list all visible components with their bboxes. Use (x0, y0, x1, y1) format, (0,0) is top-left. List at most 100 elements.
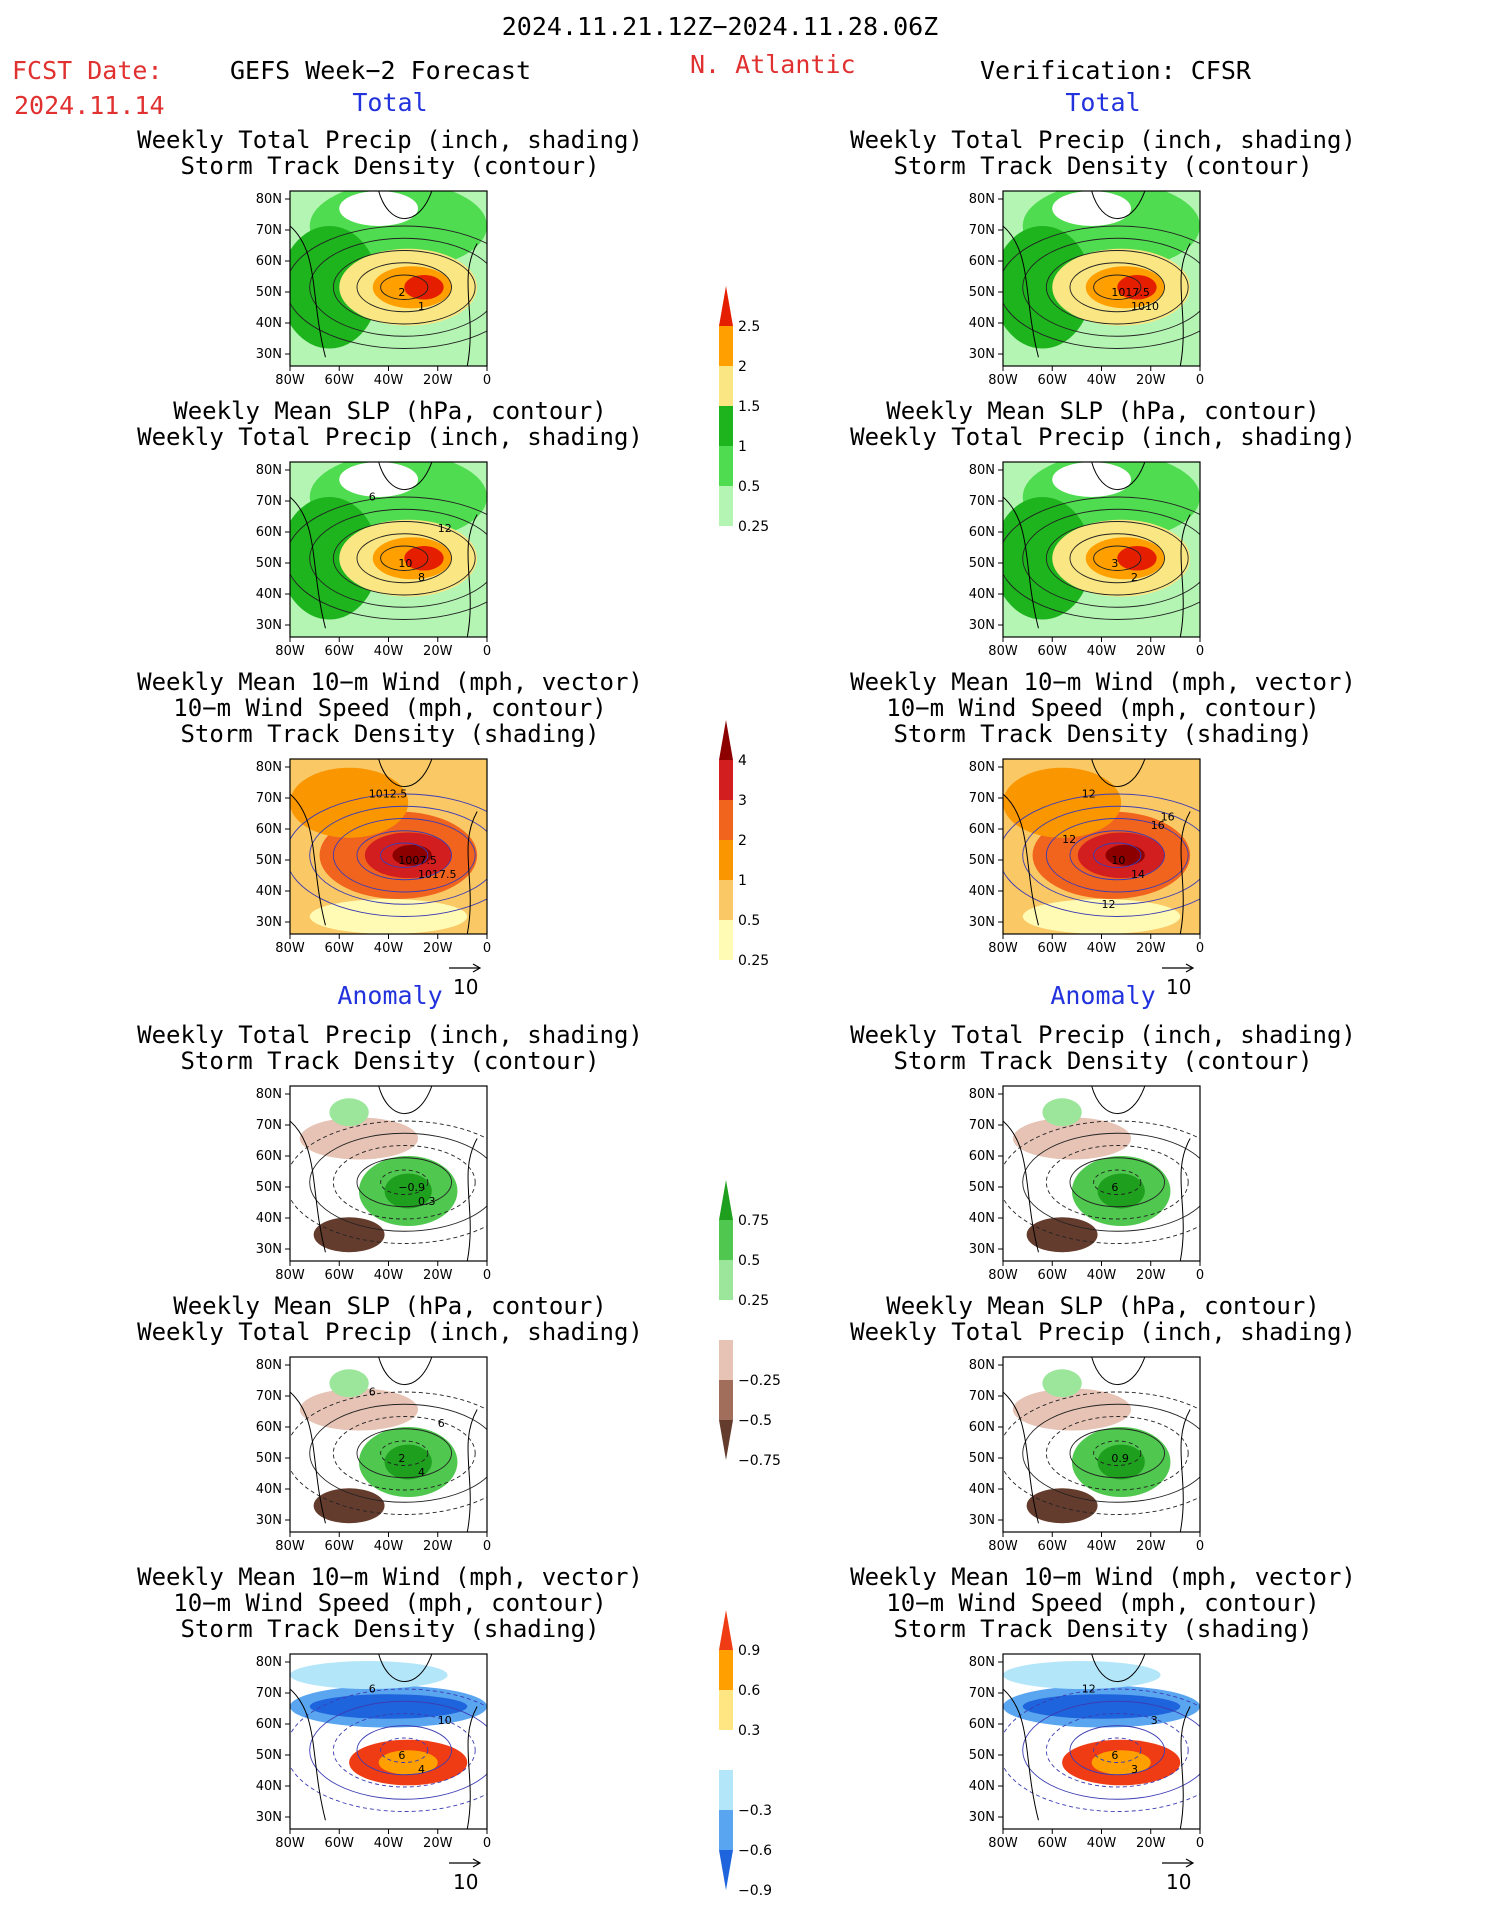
reference-vector-label: 10 (1166, 975, 1192, 999)
contour-line (1022, 237, 1200, 337)
colorbar-label: 0.25 (738, 953, 769, 969)
lat-label: 70N (969, 791, 995, 806)
colorbar-label: 0.6 (738, 1683, 760, 1699)
lat-label: 30N (969, 1513, 995, 1528)
colorbar-anomaly-storm-density: −0.9 −0.6 −0.3 0.3 0.6 0.9 (718, 1590, 798, 1914)
lon-label: 0 (1196, 1539, 1204, 1554)
title-line: Weekly Mean SLP (hPa, contour) (173, 1292, 607, 1320)
lat-label: 50N (969, 853, 995, 868)
shaded-region (290, 497, 379, 620)
contour-line (332, 1713, 476, 1788)
lon-label: 20W (423, 941, 453, 956)
lat-label: 60N (969, 525, 995, 540)
lat-label: 80N (969, 463, 995, 478)
panel-title-11: Weekly Mean 10−m Wind (mph, vector) 10−m… (90, 1564, 690, 1642)
colorbar-segment (719, 800, 733, 840)
lat-label: 50N (256, 1180, 282, 1195)
lon-label: 40W (1087, 1836, 1117, 1851)
map-panel-verif-total-precip-storm: 1017.5 1010 80N 70N 60N 50N 40N 30N 80W 60W 40W 20W… (955, 190, 1208, 392)
title-line: Weekly Total Precip (inch, shading) (137, 423, 643, 451)
contour-label: 10 (398, 557, 412, 570)
contour-line (309, 1700, 487, 1800)
lat-label: 70N (256, 1118, 282, 1133)
colorbar-segment (719, 840, 733, 880)
contour-line (380, 1169, 429, 1195)
colorbar-label: 0.5 (738, 913, 760, 929)
title-line: Storm Track Density (contour) (180, 152, 600, 180)
shaded-region (1052, 191, 1132, 226)
total-label-right: Total (1065, 88, 1141, 117)
map-panel-forecast-anom-wind-storm: 6 4 6 10 80N 70N 60N 50N 40N 30N 80W 60W 40W 20W 0 (242, 1653, 495, 1855)
map-panel-forecast-total-slp-precip: 10 8 6 12 80N 70N 60N 50N 40N 30N 80W 60W 40W 20W 0 (242, 461, 495, 663)
lat-label: 30N (256, 347, 282, 362)
colorbar-segment (719, 1770, 733, 1810)
title-line: Weekly Total Precip (inch, shading) (137, 126, 643, 154)
contour-line (1022, 1132, 1200, 1232)
lat-label: 30N (969, 915, 995, 930)
lon-label: 60W (1038, 1836, 1068, 1851)
coastline (290, 1357, 478, 1532)
lat-label: 40N (969, 587, 995, 602)
lat-label: 50N (256, 853, 282, 868)
map-svg: 6 80N 70N 60N 50N 40N 30N 80W 60W 40W 20W 0 (969, 1085, 1204, 1283)
lat-label: 40N (256, 884, 282, 899)
contour-line (380, 1737, 429, 1763)
contour-line (1069, 830, 1165, 881)
contour-line (1093, 1440, 1142, 1466)
contour-label: 1 (418, 300, 425, 313)
lon-label: 0 (483, 644, 491, 659)
contour-label: 6 (1111, 1181, 1118, 1194)
contour-line (356, 262, 452, 313)
colorbar-label: 0.3 (738, 1723, 760, 1739)
lat-label: 70N (969, 494, 995, 509)
contour-line (1022, 1700, 1200, 1800)
contour-line (1045, 1416, 1189, 1491)
lat-label: 60N (969, 1420, 995, 1435)
lon-label: 60W (325, 1836, 355, 1851)
contour-label: 0.3 (418, 1195, 436, 1208)
lat-label: 50N (969, 1180, 995, 1195)
reference-vector-arrow (1162, 1858, 1195, 1868)
contour-line (309, 805, 487, 905)
contour-label: 2 (398, 286, 405, 299)
contour-label: 6 (369, 1683, 376, 1696)
colorbar-segment (719, 486, 733, 526)
lon-label: 0 (483, 1836, 491, 1851)
contour-label: 16 (1151, 819, 1165, 832)
colorbar-label: 1.5 (738, 399, 760, 415)
colorbar-label: 0.25 (738, 519, 769, 535)
contour-line (1045, 250, 1189, 325)
contour-label: 0.9 (1111, 1452, 1129, 1465)
lon-label: 0 (483, 373, 491, 388)
contour-label: 12 (1102, 898, 1116, 911)
shaded-region (1117, 275, 1157, 300)
contour-line (356, 1428, 452, 1479)
lon-label: 80W (988, 1836, 1018, 1851)
title-line: 10−m Wind Speed (mph, contour) (886, 694, 1320, 722)
region-title: N. Atlantic (690, 50, 856, 79)
coastline (290, 191, 478, 366)
colorbar-label: 1 (738, 439, 747, 455)
shaded-region (1042, 1098, 1082, 1127)
coastline (290, 759, 478, 934)
coastline (290, 462, 478, 637)
lat-label: 70N (256, 223, 282, 238)
lon-label: 40W (374, 373, 404, 388)
shaded-region (309, 899, 468, 934)
title-line: Weekly Total Precip (inch, shading) (137, 1318, 643, 1346)
lon-label: 20W (1136, 941, 1166, 956)
contour-label: 1010 (1131, 300, 1159, 313)
reference-vector: 10 (447, 955, 483, 999)
colorbar-label: 0.75 (738, 1213, 769, 1229)
coastline (1003, 462, 1191, 637)
contour-line (290, 225, 487, 349)
reference-vector-label: 10 (453, 975, 479, 999)
colorbar-label: 1 (738, 873, 747, 889)
contour-label: 4 (418, 1763, 425, 1776)
colorbar-segment (719, 1340, 733, 1380)
title-line: Weekly Mean 10−m Wind (mph, vector) (850, 668, 1356, 696)
lon-label: 20W (1136, 1539, 1166, 1554)
lat-label: 80N (256, 463, 282, 478)
